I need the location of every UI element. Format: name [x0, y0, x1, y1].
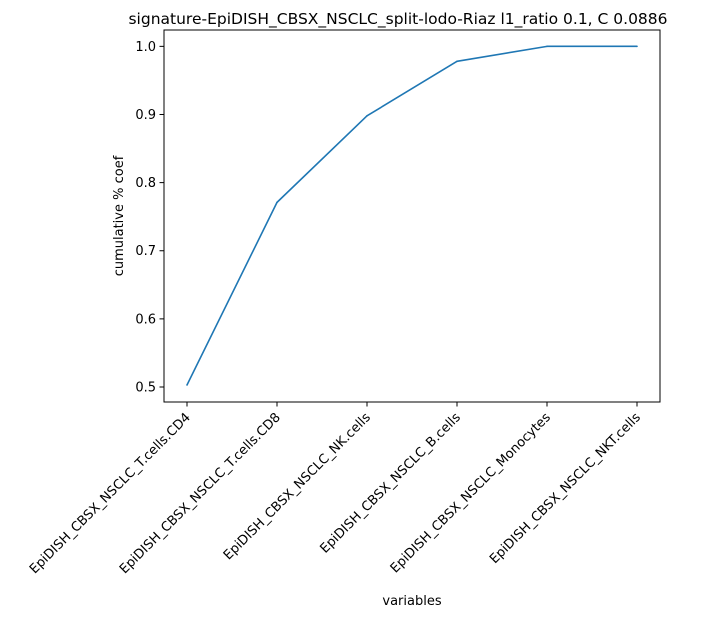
data-point [546, 45, 548, 48]
data-point [636, 45, 638, 48]
y-tick-label: 0.6 [135, 312, 156, 327]
y-tick-label: 1.0 [135, 40, 156, 55]
x-tick-label: EpiDISH_CBSX_NSCLC_Monocytes [388, 410, 554, 576]
chart-title: signature-EpiDISH_CBSX_NSCLC_split-lodo-… [128, 10, 667, 29]
series-layer [186, 45, 638, 386]
x-tick-label: EpiDISH_CBSX_NSCLC_NK.cells [221, 410, 374, 563]
data-point [276, 201, 278, 204]
data-point [186, 384, 188, 386]
y-tick-label: 0.5 [135, 381, 156, 396]
x-axis-label: variables [382, 594, 441, 609]
data-point [456, 60, 458, 63]
plot-area-frame [163, 29, 661, 403]
x-axis: EpiDISH_CBSX_NSCLC_T.cells.CD4EpiDISH_CB… [27, 402, 644, 577]
y-axis-label: cumulative % coef [112, 155, 127, 276]
y-tick-label: 0.7 [135, 244, 156, 259]
x-tick-label: EpiDISH_CBSX_NSCLC_T.cells.CD4 [27, 410, 194, 577]
y-axis: 0.5 0.6 0.7 0.8 0.9 1.0 [135, 40, 164, 396]
y-tick-label: 0.9 [135, 108, 156, 123]
series-line [186, 45, 637, 386]
y-tick-label: 0.8 [135, 176, 156, 191]
x-tick-label: EpiDISH_CBSX_NSCLC_B.cells [317, 410, 463, 556]
x-tick-label: EpiDISH_CBSX_NSCLC_T.cells.CD8 [117, 410, 284, 577]
x-tick-label: EpiDISH_CBSX_NSCLC_NKT.cells [487, 410, 644, 567]
data-point [366, 115, 368, 117]
